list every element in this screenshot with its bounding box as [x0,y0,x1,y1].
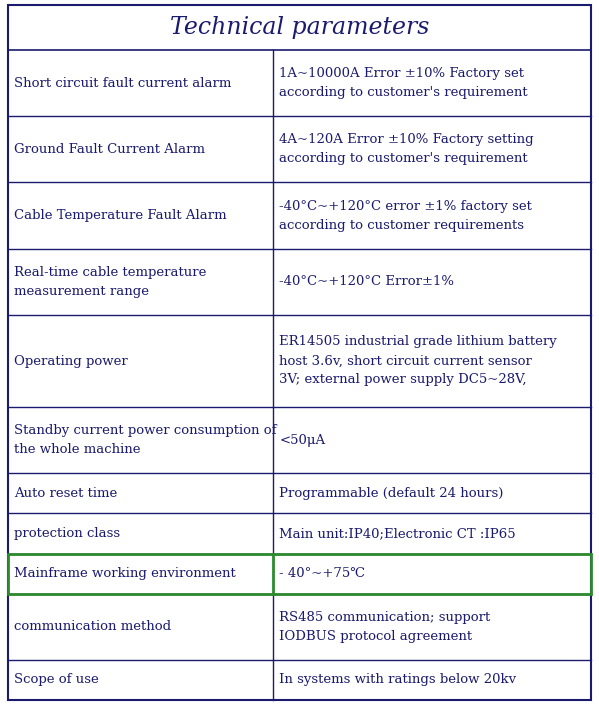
Text: <50μA: <50μA [279,434,325,447]
Text: -40°C~+120°C error ±1% factory set
according to customer requirements: -40°C~+120°C error ±1% factory set accor… [279,200,532,231]
Text: communication method: communication method [14,620,171,633]
Text: RS485 communication; support
IODBUS protocol agreement: RS485 communication; support IODBUS prot… [279,611,491,643]
Text: Standby current power consumption of
the whole machine: Standby current power consumption of the… [14,424,277,456]
Text: ER14505 industrial grade lithium battery
host 3.6v, short circuit current sensor: ER14505 industrial grade lithium battery… [279,336,557,386]
Text: Technical parameters: Technical parameters [170,16,429,39]
Text: 4A~120A Error ±10% Factory setting
according to customer's requirement: 4A~120A Error ±10% Factory setting accor… [279,133,534,165]
Text: -40°C~+120°C Error±1%: -40°C~+120°C Error±1% [279,275,454,288]
Text: Programmable (default 24 hours): Programmable (default 24 hours) [279,487,504,500]
Text: Scope of use: Scope of use [14,673,99,687]
Text: Ground Fault Current Alarm: Ground Fault Current Alarm [14,143,205,156]
Text: Main unit:IP40;Electronic CT :IP65: Main unit:IP40;Electronic CT :IP65 [279,527,516,540]
Text: 1A~10000A Error ±10% Factory set
according to customer's requirement: 1A~10000A Error ±10% Factory set accordi… [279,67,528,99]
Text: Short circuit fault current alarm: Short circuit fault current alarm [14,77,231,90]
Text: Mainframe working environment: Mainframe working environment [14,567,236,580]
Text: Operating power: Operating power [14,355,128,367]
Text: protection class: protection class [14,527,120,540]
Text: Real-time cable temperature
measurement range: Real-time cable temperature measurement … [14,266,207,298]
Bar [8,553,591,594]
Text: Cable Temperature Fault Alarm: Cable Temperature Fault Alarm [14,209,226,222]
Text: Auto reset time: Auto reset time [14,487,117,500]
Text: In systems with ratings below 20kv: In systems with ratings below 20kv [279,673,516,687]
Text: - 40°~+75℃: - 40°~+75℃ [279,567,365,580]
